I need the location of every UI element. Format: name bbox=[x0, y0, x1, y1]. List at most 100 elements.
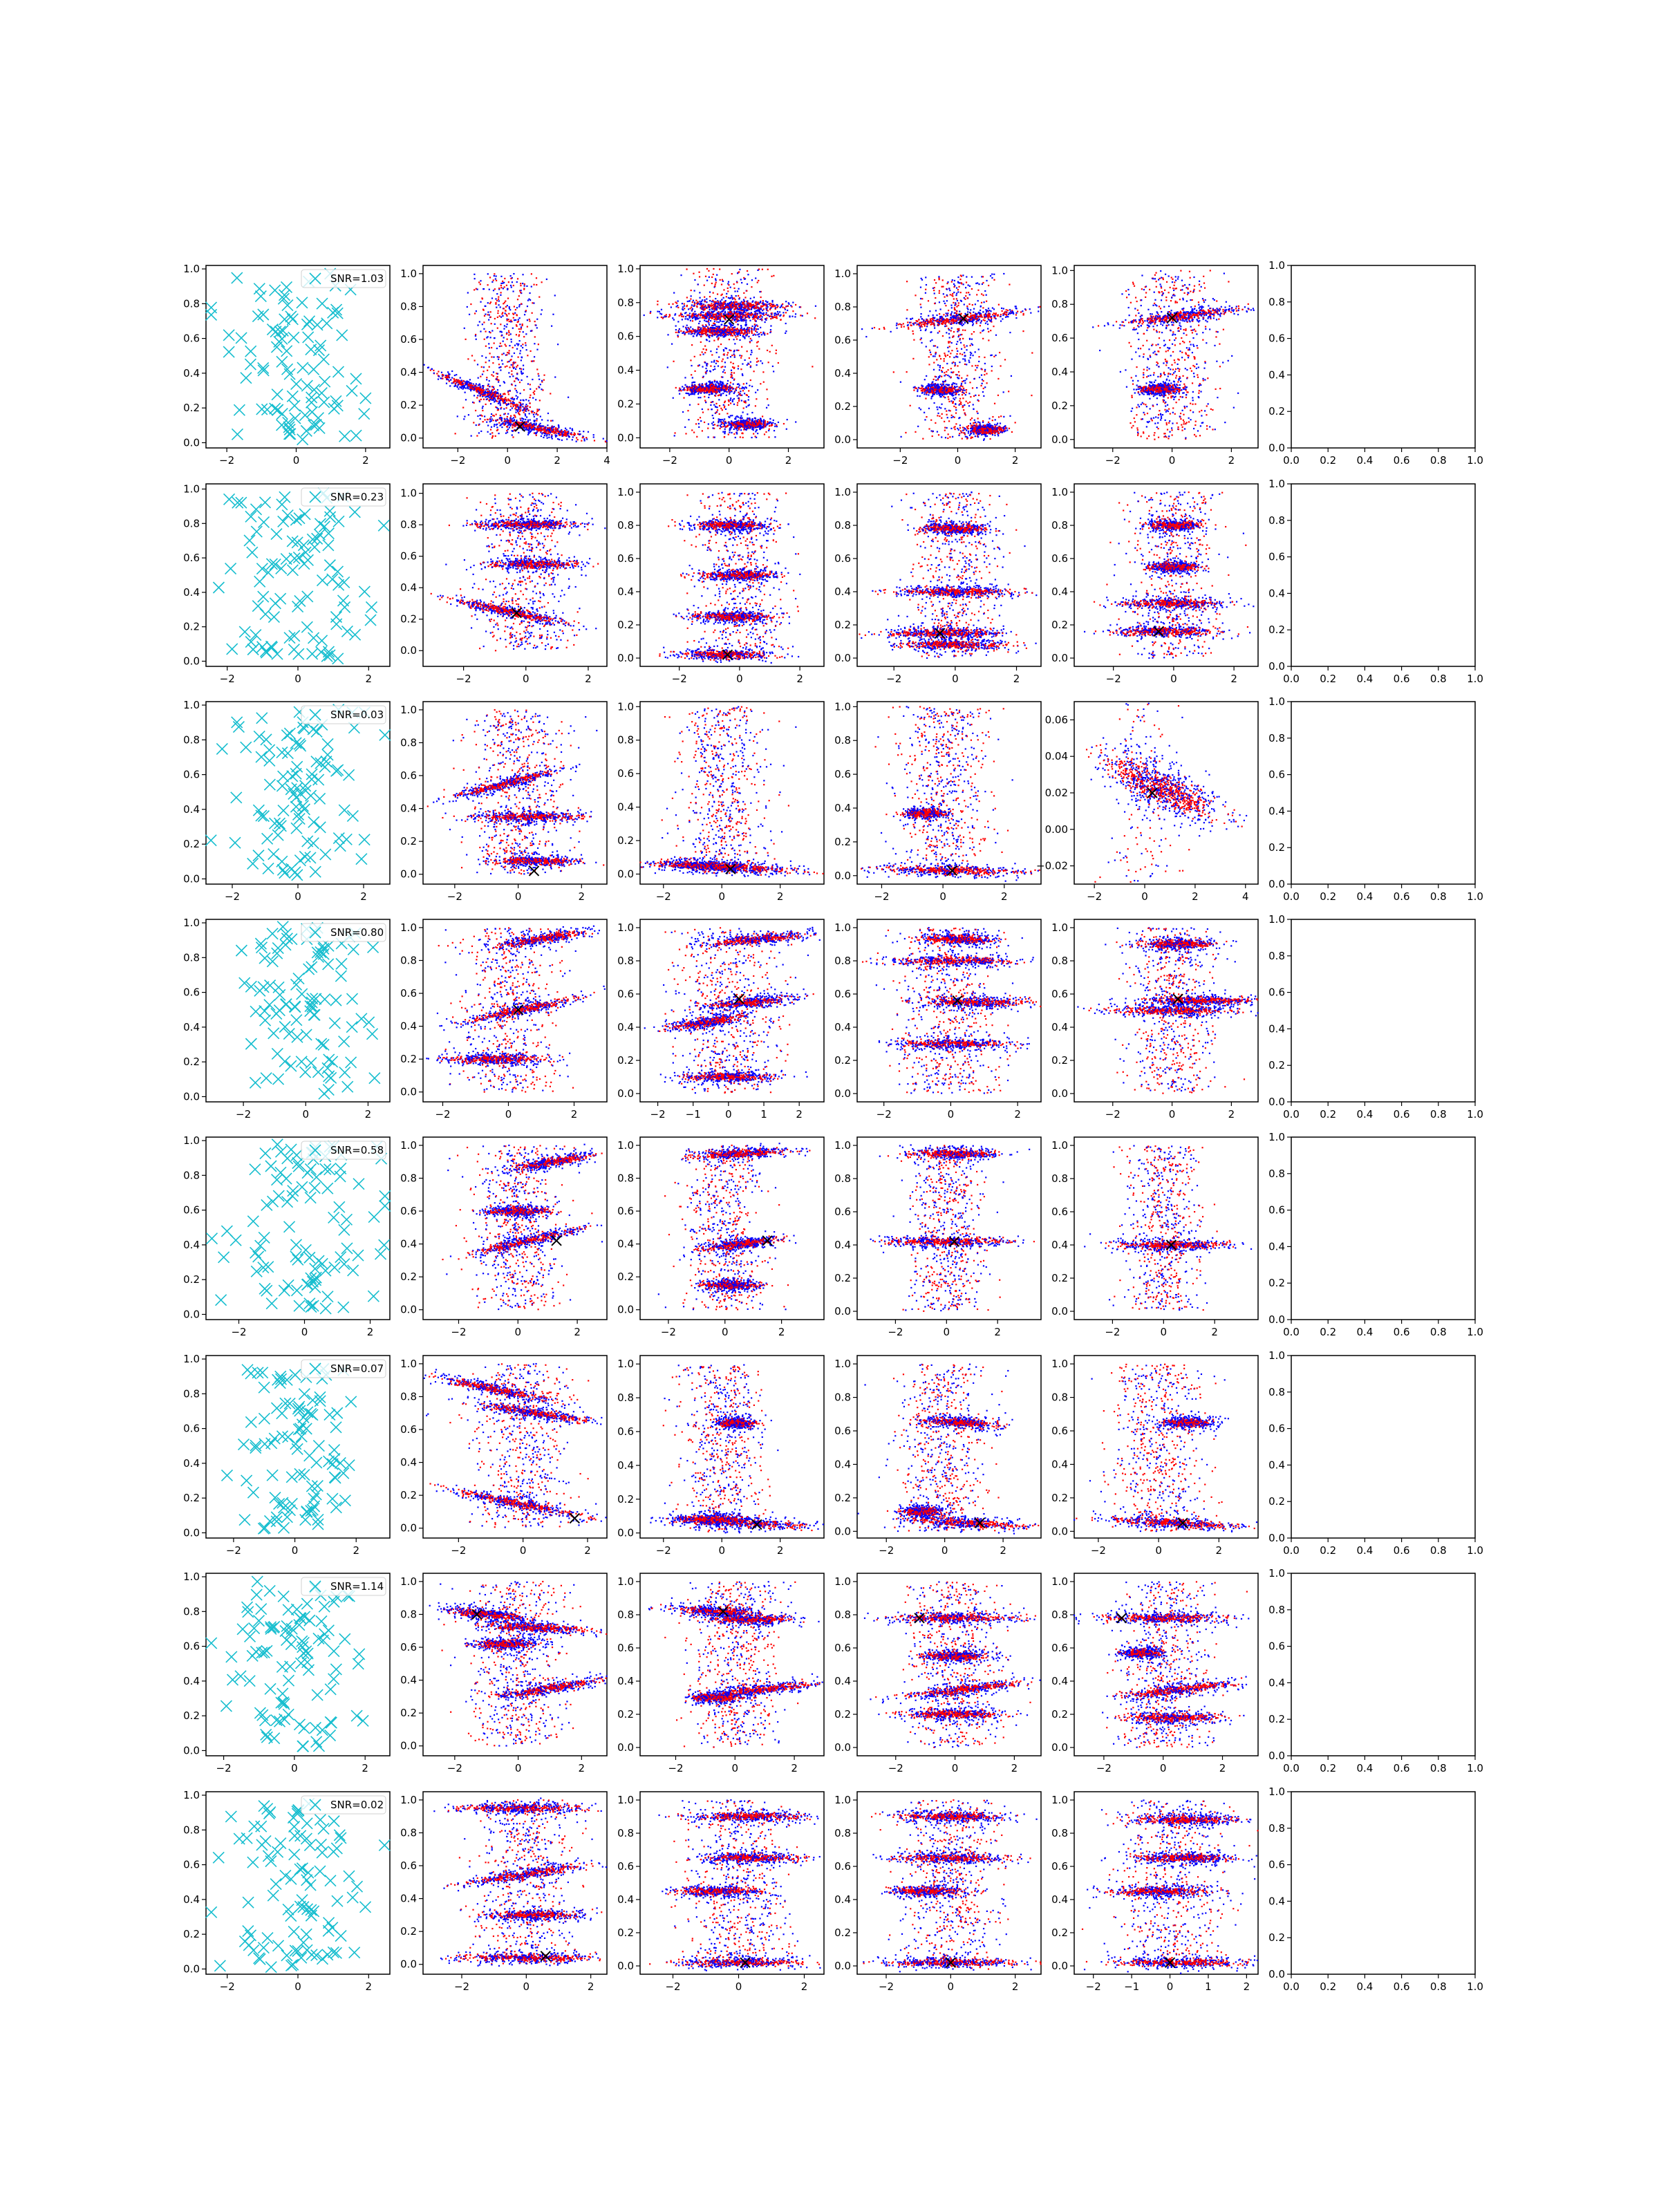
background-point bbox=[529, 319, 530, 320]
background-point bbox=[511, 286, 512, 288]
sample-point bbox=[270, 285, 281, 296]
background-point bbox=[498, 357, 500, 358]
sample-point bbox=[232, 429, 243, 440]
background-point bbox=[496, 430, 498, 431]
background-point bbox=[547, 413, 549, 414]
background-point bbox=[508, 313, 509, 315]
background-point bbox=[495, 298, 496, 299]
background-point bbox=[508, 361, 509, 362]
background-point bbox=[474, 278, 476, 279]
background-point bbox=[491, 297, 493, 299]
background-point bbox=[527, 355, 528, 356]
sample-point bbox=[258, 365, 269, 376]
background-point bbox=[512, 436, 514, 438]
background-point bbox=[509, 350, 510, 351]
background-point bbox=[482, 410, 483, 411]
background-point bbox=[516, 390, 517, 391]
background-point bbox=[536, 388, 537, 389]
background-point bbox=[497, 389, 498, 391]
background-point bbox=[500, 294, 501, 296]
sample-point bbox=[360, 393, 371, 404]
background-point bbox=[478, 377, 479, 379]
background-point bbox=[489, 366, 490, 368]
background-point bbox=[487, 385, 489, 386]
background-point bbox=[489, 276, 491, 278]
background-point bbox=[475, 410, 476, 411]
background-point bbox=[483, 366, 485, 368]
background-point bbox=[507, 391, 509, 393]
background-point bbox=[487, 284, 489, 285]
background-point bbox=[485, 404, 487, 405]
sample-point bbox=[314, 422, 325, 433]
background-point bbox=[519, 304, 521, 306]
background-point bbox=[503, 353, 505, 354]
background-point bbox=[519, 353, 521, 354]
samples-axes-xtick-label: 0 bbox=[293, 454, 300, 467]
background-point bbox=[503, 341, 504, 342]
background-point bbox=[479, 401, 480, 402]
background-point bbox=[491, 323, 492, 324]
background-point bbox=[487, 273, 489, 274]
background-point bbox=[477, 324, 478, 326]
sample-point bbox=[282, 300, 293, 311]
background-point bbox=[532, 302, 533, 303]
background-point bbox=[524, 283, 525, 285]
cluster-axes-ytick-label: 0.0 bbox=[400, 432, 417, 444]
background-point bbox=[546, 279, 547, 280]
sample-point bbox=[287, 391, 298, 402]
background-point bbox=[498, 299, 499, 300]
background-point bbox=[496, 293, 498, 294]
background-point bbox=[526, 376, 527, 377]
background-point bbox=[469, 314, 470, 315]
background-point bbox=[490, 337, 491, 338]
sample-point bbox=[350, 373, 362, 384]
background-point bbox=[513, 430, 514, 431]
background-point bbox=[477, 364, 478, 365]
background-point bbox=[509, 390, 511, 391]
background-point bbox=[512, 313, 514, 315]
background-point bbox=[507, 413, 509, 415]
background-point bbox=[509, 308, 510, 309]
background-point bbox=[524, 285, 525, 286]
background-point bbox=[505, 301, 506, 302]
background-point bbox=[536, 277, 537, 279]
background-point bbox=[517, 396, 518, 397]
sample-point bbox=[281, 346, 292, 357]
cluster-axes-xtick-label: 0 bbox=[504, 454, 511, 467]
sample-point bbox=[297, 297, 308, 308]
background-point bbox=[505, 433, 507, 434]
background-point bbox=[557, 344, 559, 345]
background-point bbox=[513, 368, 514, 369]
background-point bbox=[527, 306, 528, 307]
background-point bbox=[518, 412, 519, 413]
background-point bbox=[515, 309, 516, 310]
sample-point bbox=[308, 364, 319, 375]
background-point bbox=[509, 309, 511, 310]
background-point bbox=[505, 326, 507, 328]
background-point bbox=[480, 399, 482, 400]
figure-row-1: −2 0 20.00.20.40.60.81.0SNR=1.03−2 0 2 40.00.… bbox=[183, 259, 1483, 467]
background-point bbox=[514, 345, 516, 346]
background-point bbox=[505, 310, 506, 311]
sample-point bbox=[256, 404, 268, 415]
background-point bbox=[476, 424, 477, 426]
sample-point bbox=[223, 330, 234, 341]
background-point bbox=[501, 359, 503, 361]
sample-point bbox=[276, 409, 288, 420]
background-point bbox=[516, 395, 517, 396]
background-point bbox=[505, 312, 506, 314]
background-point bbox=[474, 289, 475, 290]
background-point bbox=[467, 306, 468, 308]
background-point bbox=[503, 288, 504, 289]
background-point bbox=[514, 415, 515, 416]
background-point bbox=[503, 337, 505, 338]
sample-point bbox=[236, 332, 247, 344]
background-point bbox=[494, 425, 495, 427]
background-point bbox=[509, 321, 510, 322]
background-point bbox=[516, 334, 517, 335]
background-point bbox=[496, 307, 497, 308]
background-point bbox=[494, 273, 495, 274]
background-point bbox=[496, 376, 498, 377]
background-point bbox=[502, 283, 503, 284]
background-point bbox=[524, 314, 525, 315]
